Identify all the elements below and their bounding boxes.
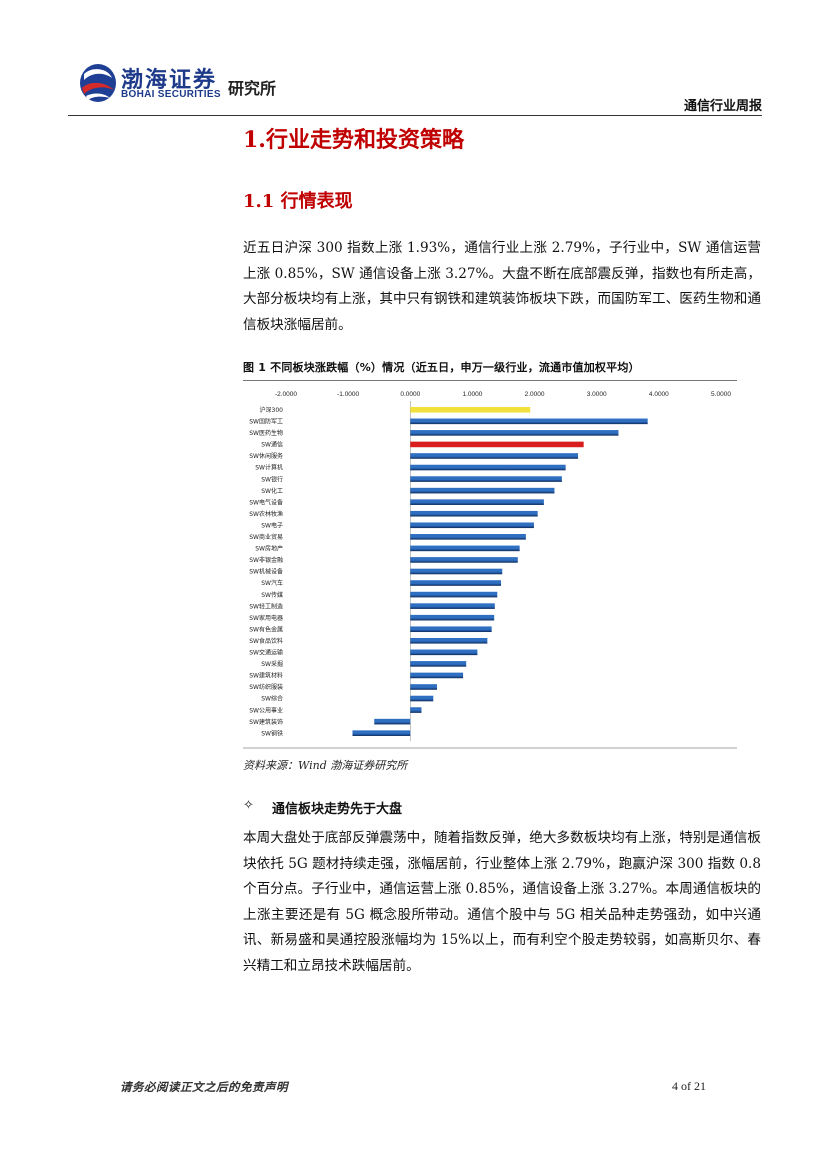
figure-source: 资料来源：Wind 渤海证券研究所 — [243, 759, 408, 772]
category-label: SW采掘 — [261, 660, 283, 668]
bar — [410, 453, 579, 459]
bar — [410, 637, 488, 644]
category-label: SW纺织服装 — [249, 683, 283, 691]
category-label: SW医药生物 — [249, 429, 283, 437]
x-tick-label: 4.0000 — [649, 391, 669, 398]
bar — [410, 614, 495, 621]
bar — [410, 510, 538, 517]
bar — [374, 718, 411, 725]
bullet-title: 通信板块走势先于大盘 — [272, 802, 403, 817]
bar — [410, 603, 495, 609]
figure-caption-rule — [243, 380, 737, 381]
institute-label: 研究所 — [228, 79, 277, 98]
x-tick-label: 3.0000 — [587, 391, 607, 398]
bar — [410, 545, 520, 552]
bar — [410, 406, 531, 413]
bar — [410, 591, 498, 598]
category-label: SW计算机 — [255, 464, 283, 472]
bar — [410, 476, 562, 482]
bar — [410, 568, 503, 575]
bar — [410, 418, 648, 425]
category-label: SW电气设备 — [249, 498, 283, 506]
bar — [410, 464, 566, 471]
bar — [410, 707, 422, 713]
bar — [410, 557, 518, 563]
sector-change-bar-chart: -2.0000 -1.0000 0.0000 1.0000 2.0000 3.0000 4.… — [243, 391, 737, 749]
category-label: SW汽车 — [261, 579, 283, 587]
category-label: SW国防军工 — [249, 418, 283, 426]
bar — [410, 649, 478, 656]
telecom-analysis-paragraph: 本周大盘处于底部反弹震荡中，随着指数反弹，绝大多数板块均有上涨，特别是通信板块依… — [243, 830, 761, 974]
footer-disclaimer: 请务必阅读正文之后的免责声明 — [120, 1080, 288, 1094]
category-label: SW综合 — [261, 695, 283, 703]
x-tick-label: -2.0000 — [275, 391, 297, 398]
x-tick-label: 0.0000 — [400, 391, 420, 398]
category-label: SW非银金融 — [249, 556, 283, 564]
figure-caption: 图 1 不同板块涨跌幅（%）情况（近五日，申万一级行业，流通市值加权平均） — [243, 361, 640, 374]
bar — [410, 522, 534, 529]
category-label: SW钢铁 — [261, 729, 283, 737]
x-tick-label: 5.0000 — [711, 391, 731, 398]
category-label: SW传媒 — [261, 591, 283, 599]
bar — [352, 730, 411, 736]
bar — [410, 534, 526, 540]
category-label: SW房地产 — [255, 545, 283, 553]
bar — [410, 626, 492, 633]
market-summary-paragraph: 近五日沪深 300 指数上涨 1.93%，通信行业上涨 2.79%，子行业中，S… — [243, 240, 761, 333]
bar — [410, 695, 434, 702]
section-heading: 1.行业走势和投资策略 — [243, 127, 464, 153]
category-label: SW电子 — [261, 521, 283, 529]
category-label: SW银行 — [261, 475, 283, 483]
bar — [410, 661, 467, 667]
brand-name-cn: 渤海证券 — [121, 68, 218, 93]
bar — [410, 430, 619, 436]
bar — [410, 672, 464, 679]
category-label: SW化工 — [261, 487, 283, 495]
bar — [410, 487, 555, 494]
category-label: SW农林牧渔 — [249, 510, 283, 518]
report-type: 通信行业周报 — [683, 99, 762, 114]
bar — [410, 499, 544, 505]
header-divider — [68, 115, 762, 116]
category-label: SW通信 — [261, 441, 283, 449]
category-label: SW家用电器 — [249, 614, 283, 622]
bar — [410, 441, 584, 448]
bar — [410, 684, 438, 690]
x-tick-label: 1.0000 — [462, 391, 482, 398]
x-tick-label: 2.0000 — [525, 391, 545, 398]
category-label: SW交通运输 — [249, 649, 283, 657]
page-number: 4 of 21 — [672, 1079, 706, 1093]
category-label: SW食品饮料 — [249, 637, 283, 645]
x-tick-label: -1.0000 — [337, 391, 359, 398]
bar — [410, 580, 502, 586]
subsection-heading: 1.1 行情表现 — [243, 191, 353, 212]
category-label: SW机械设备 — [249, 568, 283, 576]
brand-name-en: BOHAI SECURITIES — [121, 89, 221, 100]
category-label: SW公用事业 — [249, 706, 283, 714]
category-label: SW轻工制造 — [249, 602, 283, 610]
category-label: SW建筑材料 — [249, 672, 283, 680]
category-label: SW建筑装饰 — [249, 718, 283, 726]
category-label: SW有色金属 — [249, 625, 283, 633]
diamond-bullet-icon: ✧ — [243, 798, 254, 813]
bohai-logo-icon — [78, 62, 118, 104]
category-label: 沪深300 — [260, 406, 284, 414]
category-label: SW商业贸易 — [249, 533, 283, 541]
category-label: SW休闲服务 — [249, 452, 283, 460]
